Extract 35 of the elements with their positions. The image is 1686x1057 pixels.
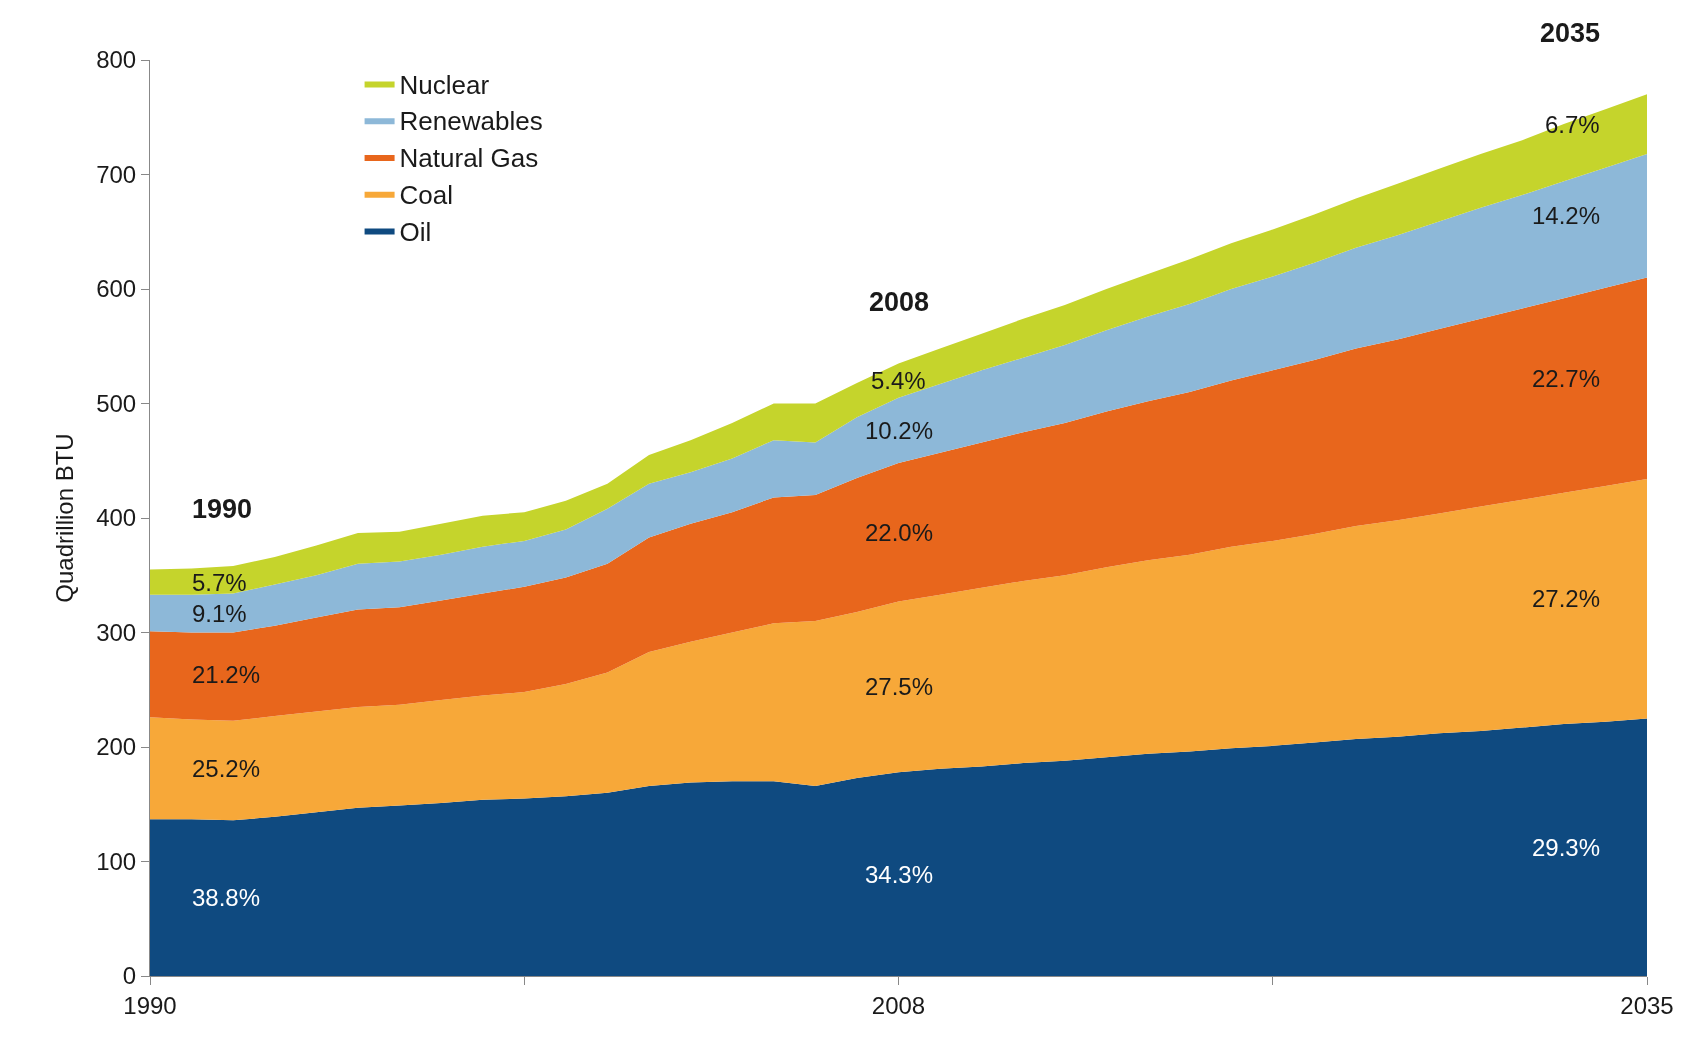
annotation: 29.3% <box>1532 834 1601 861</box>
annotation: 22.7% <box>1532 365 1601 392</box>
y-tick-label: 0 <box>122 962 137 990</box>
annotation: 9.1% <box>192 600 247 627</box>
y-tick-label: 300 <box>96 618 137 646</box>
legend-label: Natural Gas <box>399 143 539 174</box>
annotation: 27.2% <box>1532 585 1601 612</box>
annotation: 22.0% <box>865 519 934 546</box>
y-tick-label: 600 <box>96 275 137 303</box>
x-tick-label: 1990 <box>123 991 177 1019</box>
y-tick-label: 100 <box>96 847 137 875</box>
annotation: 2008 <box>869 287 930 317</box>
y-tick-label: 700 <box>96 160 137 188</box>
y-tick-label: 800 <box>96 46 137 74</box>
x-tick-label: 2008 <box>871 991 926 1019</box>
annotation: 38.8% <box>192 884 261 911</box>
annotation: 34.3% <box>865 861 934 888</box>
annotation: 21.2% <box>192 661 261 688</box>
annotation: 14.2% <box>1532 202 1601 229</box>
annotation: 1990 <box>192 494 253 524</box>
legend-label: Nuclear <box>399 69 490 100</box>
annotation: 25.2% <box>192 755 261 782</box>
annotation: 5.4% <box>871 367 926 394</box>
legend-label: Oil <box>399 216 432 247</box>
annotation: 5.7% <box>192 569 247 596</box>
annotation: 27.5% <box>865 673 934 700</box>
legend-label: Coal <box>399 179 454 210</box>
legend-label: Renewables <box>399 106 543 137</box>
annotation: 10.2% <box>865 417 934 444</box>
y-tick-label: 400 <box>96 504 137 532</box>
y-tick-label: 500 <box>96 389 137 417</box>
text: 2035 <box>1540 18 1601 48</box>
y-tick-label: 200 <box>96 733 137 761</box>
y-axis-title: Quadrillion BTU <box>51 433 79 603</box>
x-tick-label: 2035 <box>1620 991 1674 1019</box>
